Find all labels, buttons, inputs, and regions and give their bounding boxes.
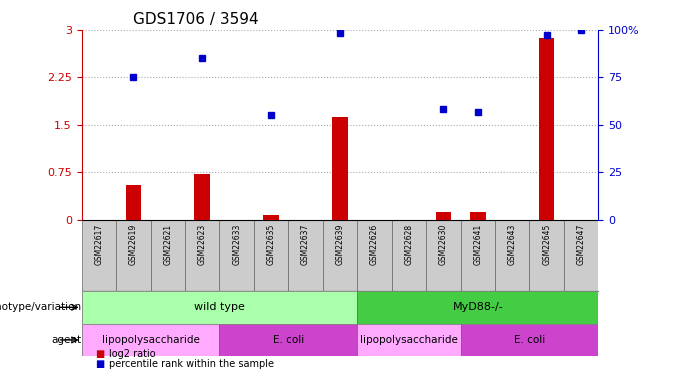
Text: GSM22641: GSM22641 xyxy=(473,224,482,265)
Bar xyxy=(426,220,460,291)
Text: GDS1706 / 3594: GDS1706 / 3594 xyxy=(133,12,259,27)
Text: GSM22635: GSM22635 xyxy=(267,224,275,265)
Text: GSM22617: GSM22617 xyxy=(95,224,103,265)
Text: percentile rank within the sample: percentile rank within the sample xyxy=(109,359,274,369)
Text: lipopolysaccharide: lipopolysaccharide xyxy=(101,335,199,345)
Bar xyxy=(530,220,564,291)
Text: GSM22628: GSM22628 xyxy=(405,224,413,264)
Bar xyxy=(357,324,460,356)
Text: E. coli: E. coli xyxy=(514,335,545,345)
Text: log2 ratio: log2 ratio xyxy=(109,350,156,359)
Bar xyxy=(357,220,392,291)
Text: GSM22639: GSM22639 xyxy=(335,224,345,265)
Bar xyxy=(82,291,357,324)
Bar xyxy=(185,220,220,291)
Text: GSM22626: GSM22626 xyxy=(370,224,379,265)
Bar xyxy=(357,291,598,324)
Bar xyxy=(220,220,254,291)
Bar xyxy=(220,324,357,356)
Bar xyxy=(323,220,357,291)
Bar xyxy=(150,220,185,291)
Bar xyxy=(460,324,598,356)
Bar xyxy=(470,212,486,220)
Bar xyxy=(333,117,347,220)
Text: genotype/variation: genotype/variation xyxy=(0,302,82,312)
Text: GSM22633: GSM22633 xyxy=(232,224,241,265)
Text: GSM22643: GSM22643 xyxy=(508,224,517,265)
Bar xyxy=(254,220,288,291)
Text: E. coli: E. coli xyxy=(273,335,304,345)
Bar xyxy=(194,174,210,220)
Bar xyxy=(116,220,150,291)
Text: GSM22637: GSM22637 xyxy=(301,224,310,265)
Text: GSM22645: GSM22645 xyxy=(542,224,551,265)
Text: ■: ■ xyxy=(95,350,105,359)
Bar xyxy=(263,215,279,220)
Text: GSM22630: GSM22630 xyxy=(439,224,448,265)
Text: GSM22619: GSM22619 xyxy=(129,224,138,265)
Text: GSM22623: GSM22623 xyxy=(198,224,207,265)
Bar xyxy=(82,220,116,291)
Bar xyxy=(288,220,323,291)
Bar xyxy=(460,220,495,291)
Text: wild type: wild type xyxy=(194,302,245,312)
Bar xyxy=(436,212,451,220)
Bar xyxy=(126,185,141,220)
Bar xyxy=(82,324,220,356)
Text: lipopolysaccharide: lipopolysaccharide xyxy=(360,335,458,345)
Text: GSM22647: GSM22647 xyxy=(577,224,585,265)
Text: MyD88-/-: MyD88-/- xyxy=(452,302,503,312)
Text: agent: agent xyxy=(52,335,82,345)
Text: ■: ■ xyxy=(95,359,105,369)
Bar xyxy=(539,38,554,220)
Text: GSM22621: GSM22621 xyxy=(163,224,172,264)
Bar xyxy=(392,220,426,291)
Bar xyxy=(564,220,598,291)
Bar xyxy=(495,220,530,291)
